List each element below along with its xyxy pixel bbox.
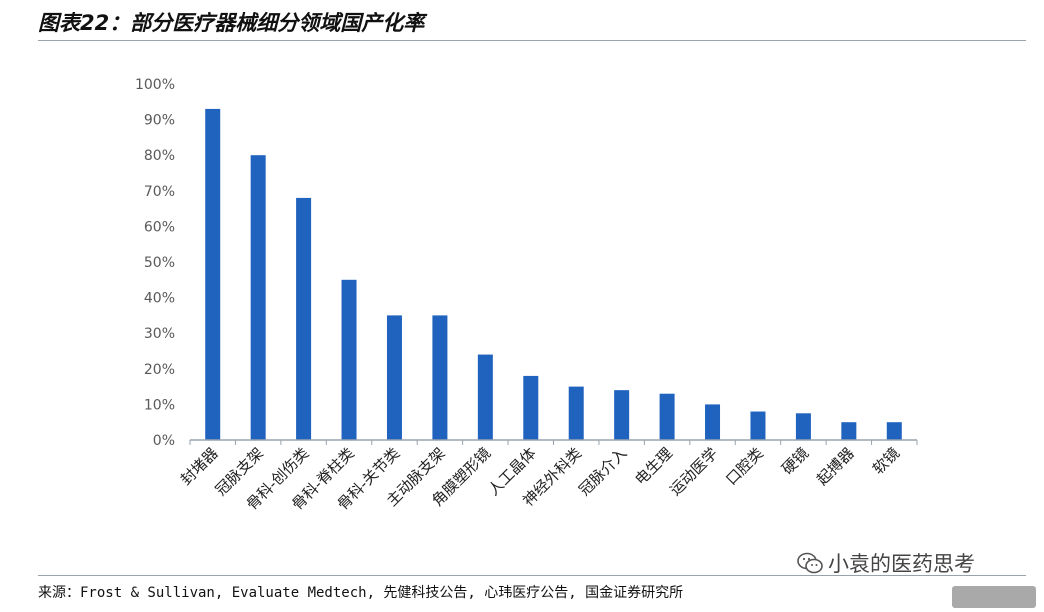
y-tick-label: 10% [144, 397, 175, 413]
x-tick-label: 口腔类 [722, 444, 767, 489]
y-tick-label: 50% [144, 255, 175, 271]
bar [841, 422, 857, 440]
y-axis: 0% 10% 20% 30% 40% 50% 60% 70% 80% 90% 100% [135, 77, 175, 449]
y-tick-label: 40% [144, 291, 175, 307]
bar [614, 390, 630, 440]
bar [523, 375, 539, 440]
bar [250, 155, 266, 440]
y-tick-label: 20% [144, 362, 175, 378]
y-tick-label: 70% [144, 184, 175, 200]
bar [341, 279, 357, 440]
bar [705, 404, 721, 440]
bar [795, 413, 811, 440]
bar-series [205, 108, 902, 441]
source-note: 来源：Frost & Sullivan, Evaluate Medtech, 先… [38, 585, 684, 601]
x-axis: 封堵器冠脉支架骨科-创伤类骨科-脊柱类骨科-关节类主动脉支架角膜塑形镜人工晶体神… [177, 439, 918, 514]
bar-chart: 0% 10% 20% 30% 40% 50% 60% 70% 80% 90% 100% 封堵器冠脉支… [135, 77, 918, 514]
bar [568, 386, 584, 440]
bar [886, 422, 902, 440]
bar [659, 393, 675, 440]
y-tick-label: 100% [135, 77, 175, 93]
bar [205, 108, 221, 441]
bar [296, 197, 312, 440]
bar [477, 354, 493, 440]
x-tick-label: 运动医学 [666, 444, 721, 499]
y-tick-label: 80% [144, 148, 175, 164]
y-tick-label: 60% [144, 219, 175, 235]
y-tick-label: 30% [144, 326, 175, 342]
top-divider [38, 40, 1026, 41]
bar [432, 315, 448, 440]
y-tick-label: 0% [153, 433, 175, 449]
x-tick-label: 软镜 [869, 444, 903, 478]
x-tick-label: 封堵器 [177, 444, 222, 489]
bottom-divider [38, 575, 1026, 576]
page-title: 图表22：部分医疗器械细分领域国产化率 [38, 11, 425, 35]
bar [386, 315, 402, 440]
y-tick-label: 90% [144, 113, 175, 129]
x-tick-label: 起搏器 [813, 444, 858, 489]
x-tick-label: 硬镜 [778, 444, 812, 478]
x-tick-label: 冠脉介入 [575, 444, 630, 499]
wechat-icon [797, 552, 823, 574]
watermark-text: 小袁的医药思考 [828, 552, 975, 576]
bar [750, 411, 766, 440]
x-tick-label: 电生理 [631, 444, 676, 489]
gelonghui-logo [952, 586, 1036, 608]
